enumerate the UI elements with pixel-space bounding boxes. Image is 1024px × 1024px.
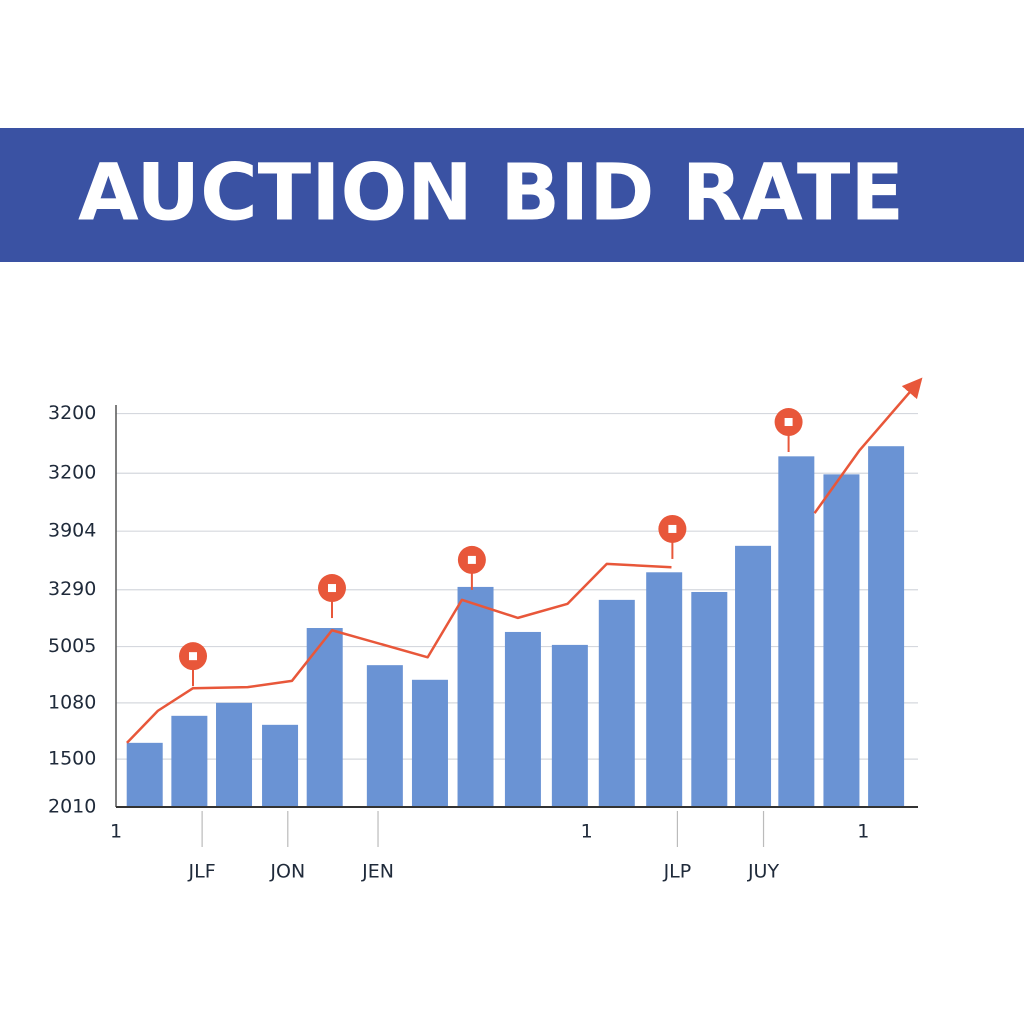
marker-icon xyxy=(189,652,198,661)
bar xyxy=(823,474,860,807)
bar xyxy=(171,715,208,807)
bar xyxy=(306,628,343,807)
bar xyxy=(457,586,494,807)
y-tick-label: 2010 xyxy=(48,796,96,818)
marker-icon xyxy=(467,555,476,564)
bar xyxy=(366,665,403,807)
x-tick-label: JLF xyxy=(188,861,216,883)
bar xyxy=(551,644,588,807)
bar xyxy=(504,631,541,807)
y-tick-label: 1080 xyxy=(48,691,96,713)
bar xyxy=(262,724,299,807)
bar xyxy=(646,572,683,807)
line xyxy=(126,562,672,744)
x-tick-label: JUY xyxy=(747,861,780,883)
bar xyxy=(598,599,635,807)
bar xyxy=(126,742,163,807)
bar xyxy=(735,545,772,807)
x-tick-label: JLP xyxy=(663,861,692,883)
bar xyxy=(411,679,448,807)
y-tick-label: 3200 xyxy=(48,402,96,424)
x-tick-label: JON xyxy=(269,861,305,883)
bar xyxy=(216,702,253,807)
title-banner xyxy=(0,128,1024,262)
chart-title: AUCTION BID RATE xyxy=(78,148,904,238)
line xyxy=(813,377,923,514)
y-tick-label: 3290 xyxy=(48,578,96,600)
x-tick-label: JEN xyxy=(361,861,394,883)
marker-icon xyxy=(668,524,677,533)
bar xyxy=(868,446,905,807)
y-tick-label: 3200 xyxy=(48,462,96,484)
marker-icon xyxy=(327,584,336,593)
marker-icon xyxy=(784,418,793,427)
y-tick-label: 1500 xyxy=(48,748,96,770)
x-tick-label: 1 xyxy=(110,821,122,843)
bar xyxy=(778,456,815,807)
x-tick-label: 1 xyxy=(857,821,869,843)
x-tick-label: 1 xyxy=(581,821,593,843)
y-tick-label: 5005 xyxy=(48,635,96,657)
bar xyxy=(691,591,728,807)
y-tick-label: 3904 xyxy=(48,520,96,542)
